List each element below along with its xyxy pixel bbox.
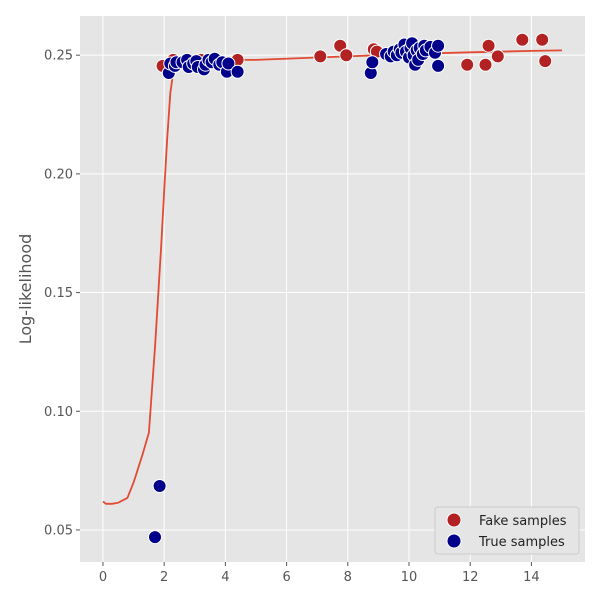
x-axis-ticks: 0 2 4 6 8 10 12 14 — [99, 562, 540, 585]
true-sample-point-20 — [221, 56, 236, 71]
y-tick-label-2: 0.15 — [44, 286, 73, 301]
legend-box — [434, 506, 580, 555]
legend-label-fake: Fake samples — [479, 514, 567, 529]
x-tick-label-5: 10 — [401, 570, 418, 585]
fake-sample-point-16 — [481, 38, 496, 53]
fake-sample-point-17 — [490, 49, 505, 64]
x-tick-label-1: 2 — [160, 570, 168, 585]
fake-sample-point-19 — [535, 32, 550, 47]
y-axis-ticks: 0.05 0.10 0.15 0.20 0.25 — [44, 49, 80, 538]
fake-sample-point-18 — [515, 32, 530, 47]
legend-marker-fake — [446, 512, 462, 528]
x-tick-label-6: 12 — [462, 570, 479, 585]
true-sample-point-1 — [152, 479, 167, 493]
legend-label-true: True samples — [478, 535, 565, 550]
fake-sample-point-8 — [339, 48, 354, 63]
y-tick-label-0: 0.05 — [44, 523, 73, 538]
true-sample-point-21 — [230, 64, 245, 79]
legend: Fake samples True samples — [434, 506, 580, 555]
fake-sample-point-15 — [478, 57, 493, 72]
scatter-points-layer — [148, 32, 553, 545]
x-tick-label-3: 6 — [282, 570, 290, 585]
x-tick-label-2: 4 — [221, 570, 229, 585]
true-sample-point-23 — [365, 55, 380, 70]
true-sample-point-45 — [431, 58, 446, 73]
y-tick-label-4: 0.25 — [44, 49, 73, 64]
y-tick-label-1: 0.10 — [44, 405, 73, 420]
series-true-samples — [148, 36, 446, 545]
legend-marker-true — [446, 533, 462, 549]
x-tick-label-4: 8 — [344, 570, 352, 585]
x-tick-label-0: 0 — [99, 570, 107, 585]
true-sample-point-46 — [431, 38, 446, 53]
plot-background — [80, 16, 585, 562]
x-tick-label-7: 14 — [523, 570, 540, 585]
fake-sample-point-14 — [460, 57, 475, 72]
fake-sample-point-20 — [538, 54, 553, 69]
fake-sample-point-6 — [313, 49, 328, 64]
y-axis-title: Log-likelihood — [16, 234, 35, 345]
true-sample-point-0 — [148, 530, 162, 545]
y-tick-label-3: 0.20 — [44, 167, 73, 182]
